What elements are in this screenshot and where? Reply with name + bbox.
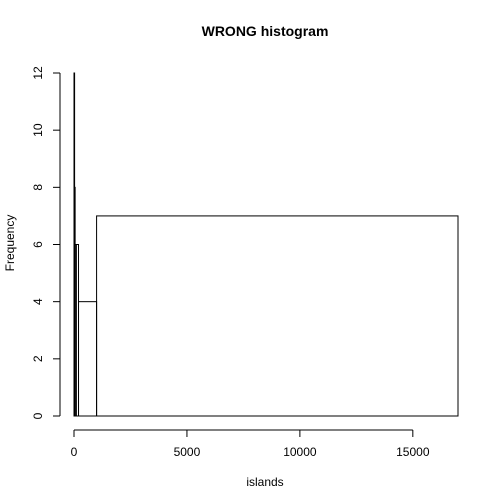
x-tick-label: 10000 <box>283 445 317 459</box>
y-tick-label: 8 <box>31 184 45 191</box>
x-tick-label: 5000 <box>174 445 201 459</box>
histogram-bar-5 <box>96 215 459 417</box>
y-axis-label: Frequency <box>3 215 17 272</box>
histogram-bar-4 <box>78 301 98 417</box>
chart-title: WRONG histogram <box>202 23 329 39</box>
bars-group <box>73 72 459 417</box>
x-axis-label: islands <box>246 475 283 489</box>
x-tick-label: 0 <box>71 445 78 459</box>
y-tick-label: 10 <box>31 123 45 137</box>
y-tick-label: 4 <box>31 298 45 305</box>
y-tick-label: 2 <box>31 355 45 362</box>
y-tick-label: 0 <box>31 412 45 419</box>
y-axis: 0 2 4 6 8 10 12 <box>31 66 61 419</box>
y-tick-label: 6 <box>31 241 45 248</box>
x-axis: 0 5000 10000 15000 <box>71 429 430 459</box>
y-tick-label: 12 <box>31 66 45 80</box>
x-tick-label: 15000 <box>396 445 430 459</box>
